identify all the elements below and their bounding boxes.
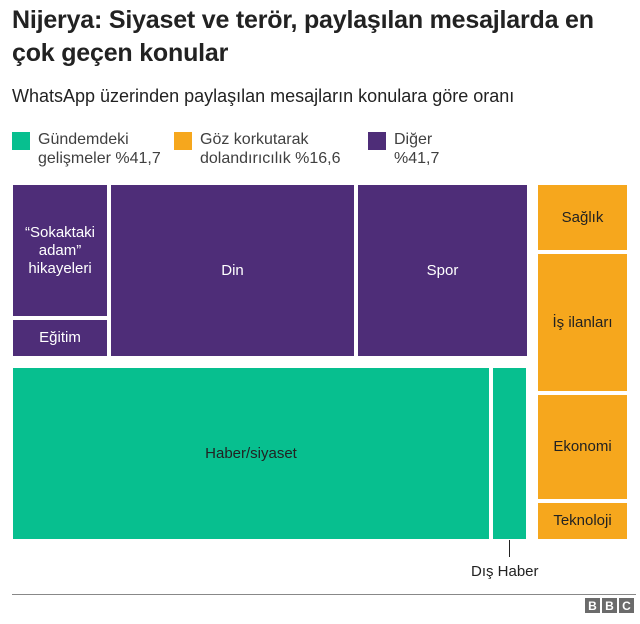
tile-sokaktaki-adam: “Sokaktaki adam” hikayeleri	[13, 185, 107, 316]
tile-teknoloji: Teknoloji	[538, 503, 627, 539]
tile-dis-haber	[493, 368, 526, 539]
legend-item-gundem: Gündemdeki gelişmeler %41,7	[12, 130, 161, 168]
bbc-logo-letter: C	[619, 598, 634, 613]
bbc-logo-letter: B	[585, 598, 600, 613]
tile-egitim: Eğitim	[13, 320, 107, 356]
chart-subtitle: WhatsApp üzerinden paylaşılan mesajların…	[12, 86, 515, 106]
legend-label: Göz korkutarak dolandırıcılık %16,6	[200, 131, 341, 167]
legend-label: Gündemdeki gelişmeler %41,7	[38, 131, 161, 167]
tile-haber-siyaset: Haber/siyaset	[13, 368, 489, 539]
legend-swatch-purple	[368, 132, 386, 150]
legend-item-dolandiricilik: Göz korkutarak dolandırıcılık %16,6	[174, 130, 341, 168]
annotation-leader-line	[509, 540, 510, 557]
legend-swatch-green	[12, 132, 30, 150]
chart-title: Nijerya: Siyaset ve terör, paylaşılan me…	[12, 6, 594, 67]
legend-label: Diğer %41,7	[394, 131, 440, 167]
tile-is-ilanlari: İş ilanları	[538, 254, 627, 391]
tile-saglik: Sağlık	[538, 185, 627, 250]
legend-swatch-orange	[174, 132, 192, 150]
tile-spor: Spor	[358, 185, 527, 356]
legend-item-diger: Diğer %41,7	[368, 130, 439, 168]
tile-din: Din	[111, 185, 354, 356]
annotation-dis-haber: Dış Haber	[471, 563, 539, 580]
bbc-logo-letter: B	[602, 598, 617, 613]
bbc-logo: B B C	[585, 598, 634, 613]
footer-divider	[12, 594, 636, 595]
tile-ekonomi: Ekonomi	[538, 395, 627, 499]
